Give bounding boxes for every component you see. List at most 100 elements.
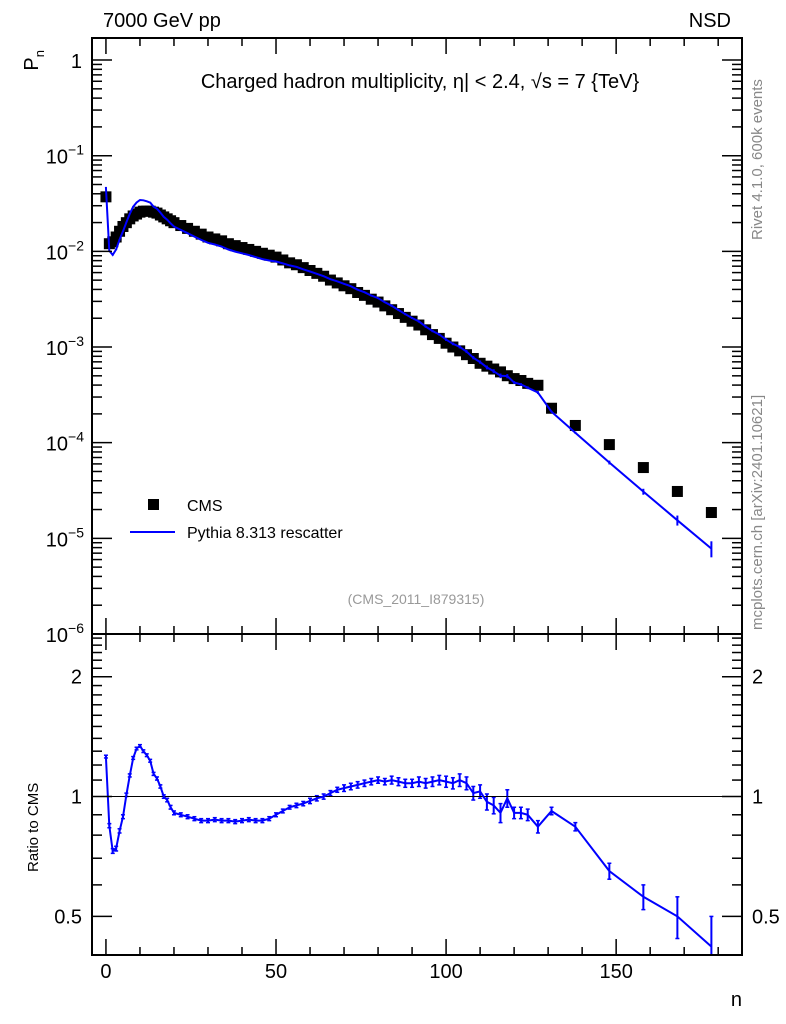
x-axis-label: n	[731, 989, 742, 1011]
header-right: NSD	[689, 10, 731, 32]
cms-data-point	[168, 217, 180, 229]
cms-data-point	[426, 329, 438, 341]
cms-data-point	[345, 283, 357, 295]
x-tick-label: 0	[100, 961, 111, 983]
y-tick-label-base: 10	[46, 434, 68, 456]
cms-data-point	[515, 375, 527, 387]
cms-data-point	[195, 228, 207, 240]
y-tick-label: 10−2	[46, 237, 84, 264]
cms-data-point	[508, 373, 520, 385]
cms-data-point	[263, 249, 275, 261]
cms-data-point	[406, 315, 418, 327]
cms-data-point	[447, 341, 459, 353]
pythia-ratio-line	[104, 744, 713, 948]
y-tick-label: 10−6	[46, 620, 84, 647]
cms-data-point	[569, 419, 581, 431]
y-tick-label-base: 10	[46, 529, 68, 551]
y-tick-label-base: 10	[46, 242, 68, 264]
chart-title: Charged hadron multiplicity, η| < 2.4, √…	[201, 71, 640, 93]
cms-data-point	[433, 332, 445, 344]
cms-data-point	[110, 231, 122, 243]
cms-data-point	[495, 366, 507, 378]
side-text-mcplots: mcplots.cern.ch [arXiv:2401.10621]	[749, 395, 766, 630]
header-left: 7000 GeV pp	[103, 10, 221, 32]
legend-label-cms: CMS	[187, 498, 223, 515]
cms-data-point	[297, 262, 309, 274]
cms-data-point	[338, 280, 350, 292]
cms-data-point	[175, 220, 187, 232]
ratio-y-tick-label-right: 2	[752, 667, 763, 689]
y-tick-label-exponent: −2	[68, 237, 84, 253]
ratio-plot-frame	[91, 633, 743, 956]
y-axis-label-ratio: Ratio to CMS	[25, 783, 42, 872]
x-tick-label: 150	[599, 961, 632, 983]
ratio-y-tick-label-left: 1	[71, 787, 82, 809]
y-tick-label-exponent: −3	[68, 333, 84, 349]
pythia-line	[104, 187, 713, 550]
cms-data-point	[454, 345, 466, 357]
ratio-y-tick-label-right: 0.5	[752, 906, 780, 928]
y-tick-label-exponent: −1	[68, 142, 84, 158]
cms-data-point	[365, 293, 377, 305]
y-tick-label-exponent: −5	[68, 524, 84, 540]
analysis-id: (CMS_2011_I879315)	[348, 591, 485, 607]
cms-data-point	[372, 296, 384, 308]
ratio-plot-marks	[92, 743, 742, 955]
ratio-y-tick-label-right: 1	[752, 787, 763, 809]
cms-data-point	[420, 324, 432, 336]
x-tick-label: 50	[265, 961, 287, 983]
cms-data-point	[222, 238, 234, 250]
y-axis-label-sub: n	[32, 50, 47, 57]
cms-data-point	[202, 231, 214, 243]
y-axis-label-main: Pn	[21, 50, 47, 71]
cms-data-point	[182, 222, 194, 234]
legend-label-pythia: Pythia 8.313 rescatter	[187, 525, 343, 542]
cms-data-point	[532, 379, 544, 391]
cms-data-point	[256, 247, 268, 259]
cms-data-point	[392, 308, 404, 320]
cms-data-point	[352, 286, 364, 298]
cms-data-point	[229, 240, 241, 252]
cms-data-point	[488, 363, 500, 375]
side-text-rivet: Rivet 4.1.0, 600k events	[749, 79, 766, 240]
cms-data-point	[413, 319, 425, 331]
y-tick-label: 10−3	[46, 333, 84, 360]
ratio-y-tick-label-left: 2	[71, 667, 82, 689]
cms-data-point	[546, 402, 558, 414]
main-plot-frame	[91, 37, 743, 635]
cms-data-point	[671, 485, 683, 497]
cms-data-point	[522, 377, 534, 389]
ratio-y-tick-label-left: 0.5	[54, 906, 82, 928]
legend-marker-cms	[148, 499, 159, 510]
cms-data-point	[209, 233, 221, 245]
cms-data-point	[379, 300, 391, 312]
cms-data-point	[386, 304, 398, 316]
cms-data-point	[216, 235, 228, 247]
y-tick-label: 10−1	[46, 142, 84, 169]
cms-data-point	[358, 289, 370, 301]
y-tick-label-exponent: −6	[68, 620, 84, 636]
cms-data-point	[331, 277, 343, 289]
cms-data-point	[270, 251, 282, 263]
y-tick-label: 10−5	[46, 524, 84, 551]
cms-data-point	[290, 259, 302, 271]
cms-data-point	[277, 254, 289, 266]
cms-data-point	[440, 337, 452, 349]
cms-data-point	[236, 242, 248, 254]
cms-data-point	[250, 245, 262, 257]
cms-data-point	[399, 311, 411, 323]
cms-data-point	[705, 507, 717, 519]
y-tick-label-exponent: −4	[68, 429, 84, 445]
y-tick-label-base: 10	[46, 147, 68, 169]
y-tick-label: 1	[71, 51, 82, 73]
cms-data-point	[603, 439, 615, 451]
x-tick-label: 100	[429, 961, 462, 983]
y-tick-label: 10−4	[46, 429, 84, 456]
legend: CMS Pythia 8.313 rescatter	[130, 498, 343, 542]
cms-data-point	[284, 257, 296, 269]
main-plot-marks	[100, 186, 717, 558]
cms-data-point	[243, 243, 255, 255]
cms-data-point	[460, 349, 472, 361]
cms-data-point	[637, 462, 649, 474]
